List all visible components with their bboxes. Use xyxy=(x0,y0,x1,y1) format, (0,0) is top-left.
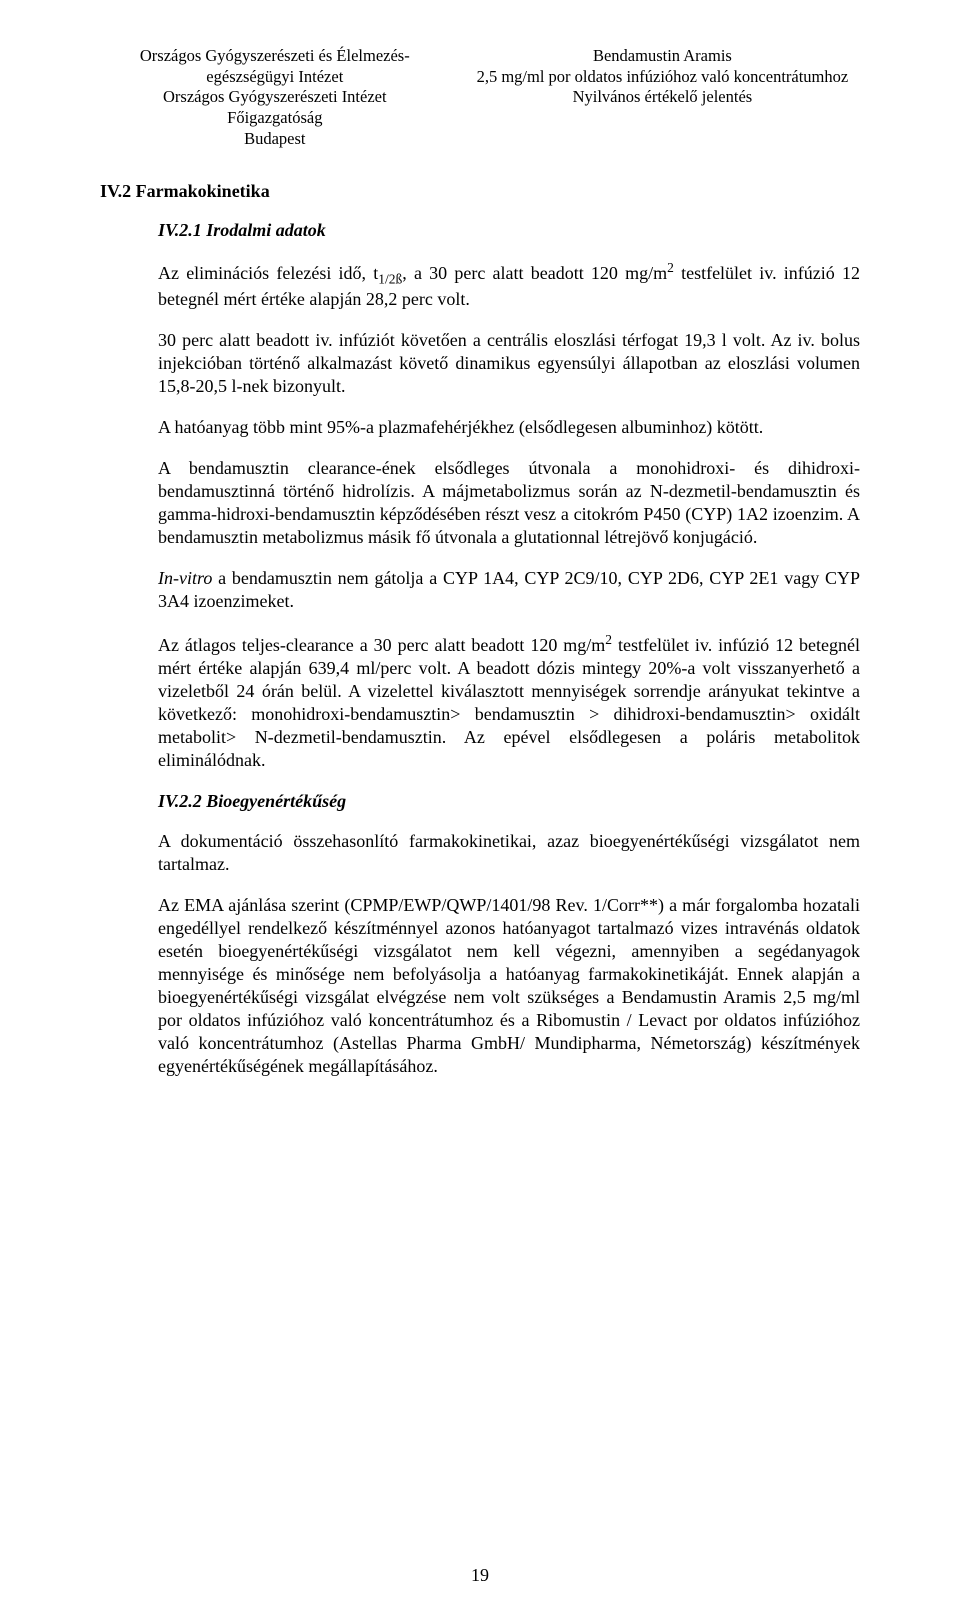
header-left-block: Országos Gyógyszerészeti és Élelmezés- e… xyxy=(100,46,450,149)
header-right-block: Bendamustin Aramis 2,5 mg/ml por oldatos… xyxy=(465,46,860,149)
paragraph: A dokumentáció összehasonlító farmakokin… xyxy=(158,830,860,876)
header-left-line: Országos Gyógyszerészeti Intézet xyxy=(100,87,450,108)
superscript: 2 xyxy=(667,260,674,275)
page-number: 19 xyxy=(0,1565,960,1586)
page-header: Országos Gyógyszerészeti és Élelmezés- e… xyxy=(100,46,860,149)
paragraph: In-vitro a bendamusztin nem gátolja a CY… xyxy=(158,567,860,613)
paragraph: Az EMA ajánlása szerint (CPMP/EWP/QWP/14… xyxy=(158,894,860,1078)
header-right-line: 2,5 mg/ml por oldatos infúzióhoz való ko… xyxy=(465,67,860,88)
text-run: a bendamusztin nem gátolja a CYP 1A4, CY… xyxy=(158,568,860,611)
header-left-line: Budapest xyxy=(100,129,450,150)
subscript: 1/2ß xyxy=(378,272,402,287)
header-right-line: Bendamustin Aramis xyxy=(465,46,860,67)
text-run: testfelület iv. infúzió 12 betegnél mért… xyxy=(158,635,860,770)
text-run: , a 30 perc alatt beadott 120 mg/m xyxy=(402,263,667,283)
header-left-line: Országos Gyógyszerészeti és Élelmezés- xyxy=(100,46,450,67)
paragraph: Az eliminációs felezési idő, t1/2ß, a 30… xyxy=(158,259,860,311)
header-left-line: Főigazgatóság xyxy=(100,108,450,129)
italic-run: In-vitro xyxy=(158,568,212,588)
paragraph: Az átlagos teljes-clearance a 30 perc al… xyxy=(158,631,860,772)
subsection-title: IV.2.1 Irodalmi adatok xyxy=(158,220,860,241)
text-run: Az átlagos teljes-clearance a 30 perc al… xyxy=(158,635,605,655)
header-left-line: egészségügyi Intézet xyxy=(100,67,450,88)
subsection-title: IV.2.2 Bioegyenértékűség xyxy=(158,791,860,812)
paragraph: A hatóanyag több mint 95%-a plazmafehérj… xyxy=(158,416,860,439)
section-title: IV.2 Farmakokinetika xyxy=(100,181,860,202)
document-page: Országos Gyógyszerészeti és Élelmezés- e… xyxy=(0,0,960,1624)
header-right-line: Nyilvános értékelő jelentés xyxy=(465,87,860,108)
paragraph: A bendamusztin clearance-ének elsődleges… xyxy=(158,457,860,549)
text-run: Az eliminációs felezési idő, t xyxy=(158,263,378,283)
paragraph: 30 perc alatt beadott iv. infúziót követ… xyxy=(158,329,860,398)
